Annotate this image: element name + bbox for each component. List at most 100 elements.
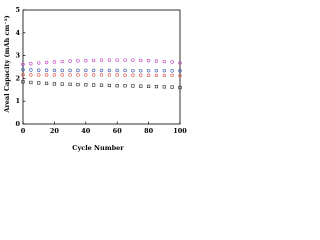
marker xyxy=(52,68,57,73)
marker xyxy=(76,68,80,73)
marker xyxy=(107,83,111,88)
marker xyxy=(178,73,182,78)
marker xyxy=(52,60,57,64)
marker xyxy=(99,58,104,62)
marker xyxy=(162,59,167,64)
y-axis-label: Areal Capacity (mAh cm⁻²) xyxy=(3,15,11,113)
marker xyxy=(76,59,80,63)
marker xyxy=(131,68,135,73)
marker xyxy=(115,68,119,73)
x-tick-label: 0 xyxy=(21,127,26,135)
marker xyxy=(115,73,119,77)
marker xyxy=(178,69,182,73)
marker xyxy=(123,68,127,73)
marker xyxy=(178,85,182,90)
marker xyxy=(139,58,143,63)
x-axis-label: Cycle Number xyxy=(72,144,124,152)
x-tick-label: 20 xyxy=(50,127,60,135)
marker xyxy=(29,80,33,85)
marker xyxy=(107,73,112,77)
marker xyxy=(91,58,96,63)
marker xyxy=(60,59,64,64)
x-tick-label: 60 xyxy=(113,127,123,135)
y-tick-label: 1 xyxy=(15,97,20,105)
marker xyxy=(147,84,151,88)
marker xyxy=(36,73,41,77)
marker xyxy=(68,82,72,86)
marker xyxy=(115,58,119,62)
marker xyxy=(170,60,174,64)
y-tick-label: 2 xyxy=(15,74,20,82)
marker xyxy=(52,82,56,86)
marker xyxy=(44,73,49,77)
marker xyxy=(60,68,64,73)
marker xyxy=(146,73,151,77)
marker xyxy=(84,73,88,77)
marker xyxy=(29,61,33,66)
marker xyxy=(99,73,104,77)
y-tick-label: 4 xyxy=(15,29,20,37)
marker xyxy=(154,85,159,89)
marker xyxy=(84,58,88,63)
marker xyxy=(21,62,25,66)
marker xyxy=(107,68,112,73)
marker xyxy=(131,84,135,88)
y-tick-label: 0 xyxy=(15,120,20,128)
marker xyxy=(37,81,41,85)
marker xyxy=(36,61,41,65)
marker xyxy=(115,84,119,88)
x-tick-label: 100 xyxy=(173,127,187,135)
marker xyxy=(170,73,174,78)
marker xyxy=(60,73,64,77)
marker xyxy=(131,58,135,62)
marker xyxy=(21,80,25,84)
marker xyxy=(36,68,41,72)
marker xyxy=(154,73,159,78)
marker xyxy=(123,73,127,77)
marker xyxy=(162,73,167,78)
marker xyxy=(68,59,72,63)
marker xyxy=(139,84,143,88)
marker xyxy=(44,81,49,86)
marker xyxy=(146,68,151,73)
x-tick-label: 40 xyxy=(81,127,91,135)
marker xyxy=(91,73,96,77)
marker xyxy=(131,73,135,77)
marker xyxy=(92,83,96,87)
marker xyxy=(162,68,167,73)
marker xyxy=(154,68,159,73)
marker xyxy=(178,61,182,65)
marker xyxy=(60,82,64,86)
chart: Cycle Number Areal Capacity (mAh cm⁻²) 0… xyxy=(3,6,187,152)
marker xyxy=(76,82,80,87)
marker xyxy=(170,85,174,89)
marker xyxy=(170,69,174,73)
marker xyxy=(123,58,127,62)
marker xyxy=(154,59,159,63)
plot-frame xyxy=(22,9,181,125)
y-tick-label: 3 xyxy=(15,52,20,60)
marker xyxy=(21,68,25,72)
marker xyxy=(76,73,80,77)
y-tick-label: 5 xyxy=(15,6,20,14)
marker xyxy=(29,68,33,72)
marker xyxy=(44,60,49,65)
marker xyxy=(123,84,127,88)
marker xyxy=(91,68,96,73)
marker xyxy=(52,73,57,77)
x-tick-label: 80 xyxy=(144,127,154,135)
marker xyxy=(84,68,88,73)
marker xyxy=(162,85,166,89)
marker xyxy=(139,68,143,73)
marker xyxy=(99,68,104,73)
marker xyxy=(84,83,88,87)
marker xyxy=(107,58,112,62)
marker xyxy=(44,68,49,72)
marker xyxy=(146,58,151,63)
marker xyxy=(68,68,72,73)
marker xyxy=(139,73,143,77)
marker xyxy=(68,73,72,77)
marker xyxy=(21,73,25,77)
marker xyxy=(29,73,33,77)
marker xyxy=(99,83,104,87)
